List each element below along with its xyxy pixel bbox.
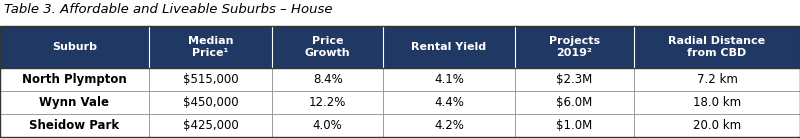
Text: $6.0M: $6.0M [556, 96, 593, 109]
Text: 4.0%: 4.0% [313, 119, 342, 132]
Text: 18.0 km: 18.0 km [693, 96, 741, 109]
Text: Table 3. Affordable and Liveable Suburbs – House: Table 3. Affordable and Liveable Suburbs… [4, 3, 333, 16]
Bar [515, 114, 634, 137]
Bar [383, 68, 515, 91]
Text: 8.4%: 8.4% [313, 73, 342, 86]
Bar [634, 68, 800, 91]
Text: Radial Distance
from CBD: Radial Distance from CBD [669, 36, 766, 58]
Bar [272, 26, 383, 68]
Bar [0, 26, 800, 137]
Text: 7.2 km: 7.2 km [697, 73, 738, 86]
Text: 4.2%: 4.2% [434, 119, 464, 132]
Bar [149, 114, 272, 137]
Bar [149, 91, 272, 114]
Text: Sheidow Park: Sheidow Park [30, 119, 119, 132]
Text: $425,000: $425,000 [182, 119, 238, 132]
Text: 20.0 km: 20.0 km [693, 119, 741, 132]
Bar [515, 68, 634, 91]
Bar [634, 114, 800, 137]
Bar [149, 68, 272, 91]
Text: $515,000: $515,000 [183, 73, 238, 86]
Bar [515, 26, 634, 68]
Text: North Plympton: North Plympton [22, 73, 127, 86]
Bar [0, 68, 149, 91]
Text: 4.1%: 4.1% [434, 73, 464, 86]
Bar [149, 26, 272, 68]
Text: Projects
2019²: Projects 2019² [549, 36, 600, 58]
Text: Rental Yield: Rental Yield [411, 42, 486, 52]
Text: Suburb: Suburb [52, 42, 97, 52]
Bar [383, 114, 515, 137]
Text: $2.3M: $2.3M [556, 73, 593, 86]
Text: 4.4%: 4.4% [434, 96, 464, 109]
Bar [0, 26, 149, 68]
Text: Wynn Vale: Wynn Vale [39, 96, 110, 109]
Bar [0, 114, 149, 137]
Bar [634, 26, 800, 68]
Bar [634, 91, 800, 114]
Text: $1.0M: $1.0M [556, 119, 593, 132]
Bar [515, 91, 634, 114]
Bar [0, 91, 149, 114]
Text: Price
Growth: Price Growth [305, 36, 350, 58]
Bar [383, 26, 515, 68]
Bar [383, 91, 515, 114]
Bar [272, 114, 383, 137]
Text: 12.2%: 12.2% [309, 96, 346, 109]
Bar [272, 68, 383, 91]
Text: Median
Price¹: Median Price¹ [188, 36, 234, 58]
Text: $450,000: $450,000 [183, 96, 238, 109]
Bar [272, 91, 383, 114]
